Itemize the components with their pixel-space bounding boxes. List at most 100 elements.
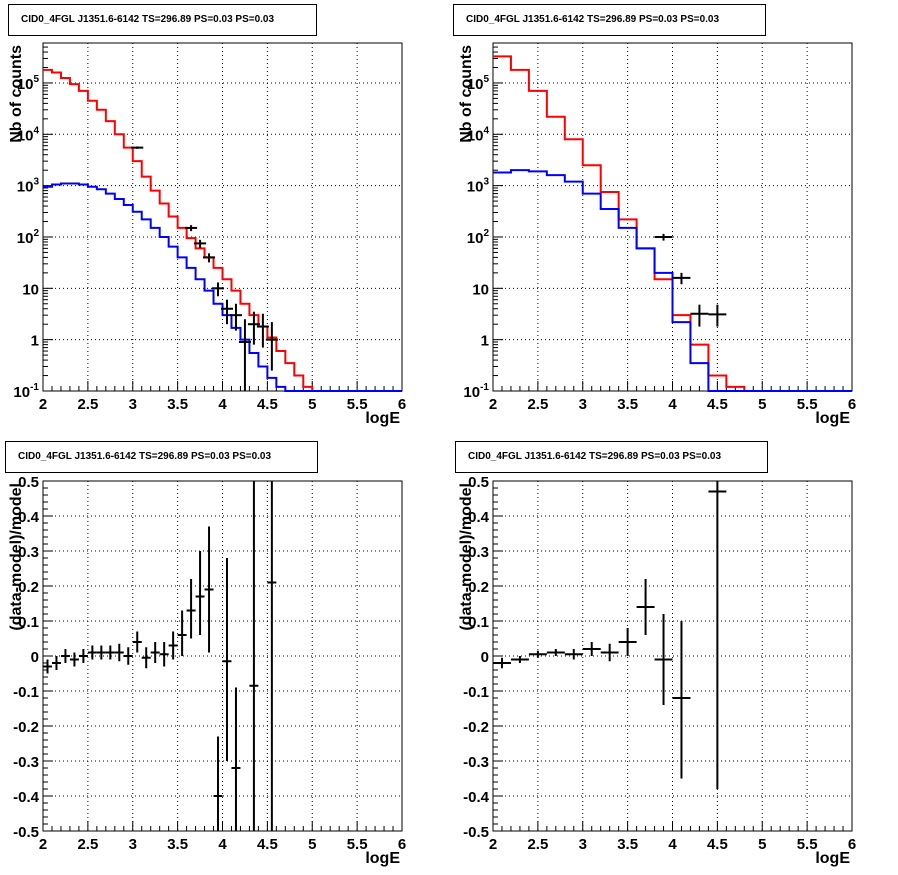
data-point (159, 642, 169, 667)
title-top-right: CID0_4FGL J1351.6-6142 TS=296.89 PS=0.03… (453, 4, 766, 36)
data-point (238, 319, 251, 391)
data-point (247, 311, 260, 345)
panel-top-left: 2 2.5 3 3.5 4 4.5 5 5.5 610-1110102103104105logE… (8, 42, 406, 427)
y-axis-label: (data-model)/model (8, 483, 25, 631)
data-point (51, 656, 61, 670)
data-point (87, 645, 97, 660)
data-point (256, 313, 269, 348)
y-tick-label: -0.1 (13, 684, 39, 701)
x-tick-label: 4.5 (257, 396, 278, 413)
title-bottom-right: CID0_4FGL J1351.6-6142 TS=296.89 PS=0.03… (455, 441, 768, 473)
x-tick-label: 3.5 (167, 396, 188, 413)
data-point (43, 659, 52, 674)
x-axis-label: logE (365, 410, 400, 427)
y-tick-exponent: 4 (33, 125, 39, 136)
x-tick-label: 3 (579, 836, 587, 853)
data-point (654, 233, 673, 241)
data-point (564, 649, 583, 660)
y-tick-base: 10 (17, 179, 34, 196)
y-tick-label: 103 (17, 177, 40, 196)
y-tick-label: 102 (17, 228, 40, 247)
y-tick-label: -0.5 (13, 824, 39, 841)
data-point (123, 647, 133, 665)
y-tick-label: 103 (467, 177, 490, 196)
x-tick-label: 3 (579, 396, 587, 413)
y-tick-label: 105 (467, 74, 490, 93)
x-tick-label: 3.5 (167, 836, 188, 853)
y-tick-label: 104 (17, 125, 40, 144)
data-point (708, 481, 727, 789)
data-point (213, 736, 223, 831)
data-point (267, 481, 277, 831)
y-tick-label: 10 (22, 281, 39, 298)
x-tick-label: 2.5 (77, 396, 98, 413)
data-point (618, 628, 637, 656)
y-tick-exponent: 4 (483, 125, 489, 136)
x-tick-label: 4.5 (707, 836, 728, 853)
data-point (708, 304, 727, 327)
y-tick-exponent: 2 (483, 228, 489, 239)
y-tick-base: 10 (467, 230, 484, 247)
y-tick-label: 0.2 (18, 579, 39, 596)
y-tick-label: 0.5 (18, 474, 39, 491)
data-point (546, 649, 565, 656)
x-axis-label: logE (815, 850, 850, 867)
y-tick-base: 10 (17, 127, 34, 144)
x-tick-label: 5.5 (797, 396, 818, 413)
title-top-left: CID0_4FGL J1351.6-6142 TS=296.89 PS=0.03… (8, 4, 317, 36)
data-point (510, 656, 529, 663)
data-point (229, 303, 242, 331)
y-tick-label: 0 (31, 649, 39, 666)
y-tick-label: -0.4 (13, 789, 40, 806)
y-tick-label: -0.3 (13, 754, 39, 771)
y-tick-label: 0.4 (468, 509, 490, 526)
x-tick-label: 2.5 (527, 836, 548, 853)
y-tick-label: -0.1 (463, 684, 489, 701)
x-tick-label: 5.5 (347, 836, 368, 853)
hist-series-1 (493, 169, 852, 392)
data-point (60, 649, 70, 663)
data-point (690, 304, 709, 327)
x-tick-label: 3.5 (617, 396, 638, 413)
data-point (69, 652, 79, 667)
data-point (654, 614, 673, 705)
y-tick-base: 10 (463, 384, 480, 401)
x-tick-label: 4.5 (707, 396, 728, 413)
x-tick-label: 2.5 (77, 836, 98, 853)
data-point (105, 645, 115, 660)
x-tick-label: 6 (848, 836, 856, 853)
y-tick-base: 10 (17, 230, 34, 247)
x-tick-label: 3.5 (617, 836, 638, 853)
y-tick-label: 0.4 (18, 509, 40, 526)
y-tick-base: 10 (17, 76, 34, 93)
data-point (222, 558, 232, 761)
x-tick-label: 2 (39, 836, 47, 853)
x-tick-label: 4 (668, 836, 677, 853)
y-tick-label: 0.2 (468, 579, 489, 596)
data-point (231, 687, 241, 831)
data-point (636, 579, 655, 635)
data-point (265, 322, 278, 371)
x-tick-label: 4 (218, 396, 227, 413)
y-tick-base: 10 (467, 76, 484, 93)
data-point (168, 631, 178, 660)
y-tick-label: 0.3 (468, 544, 489, 561)
y-tick-exponent: -1 (30, 382, 39, 393)
y-tick-label: 0.1 (18, 614, 39, 631)
x-tick-label: 5 (308, 836, 316, 853)
x-tick-label: 5 (758, 836, 766, 853)
title-bottom-left: CID0_4FGL J1351.6-6142 TS=296.89 PS=0.03… (5, 441, 318, 473)
y-axis-label: Nb of counts (8, 45, 25, 143)
y-tick-label: 1 (481, 333, 489, 350)
x-tick-label: 3 (129, 836, 137, 853)
data-point (249, 481, 259, 831)
data-point (194, 239, 207, 248)
x-axis-label: logE (815, 410, 850, 427)
data-point (672, 621, 691, 779)
y-tick-exponent: 5 (483, 74, 489, 85)
y-tick-label: 105 (17, 74, 40, 93)
x-tick-label: 5.5 (797, 836, 818, 853)
y-tick-base: 10 (13, 384, 30, 401)
y-tick-base: 10 (467, 127, 484, 144)
